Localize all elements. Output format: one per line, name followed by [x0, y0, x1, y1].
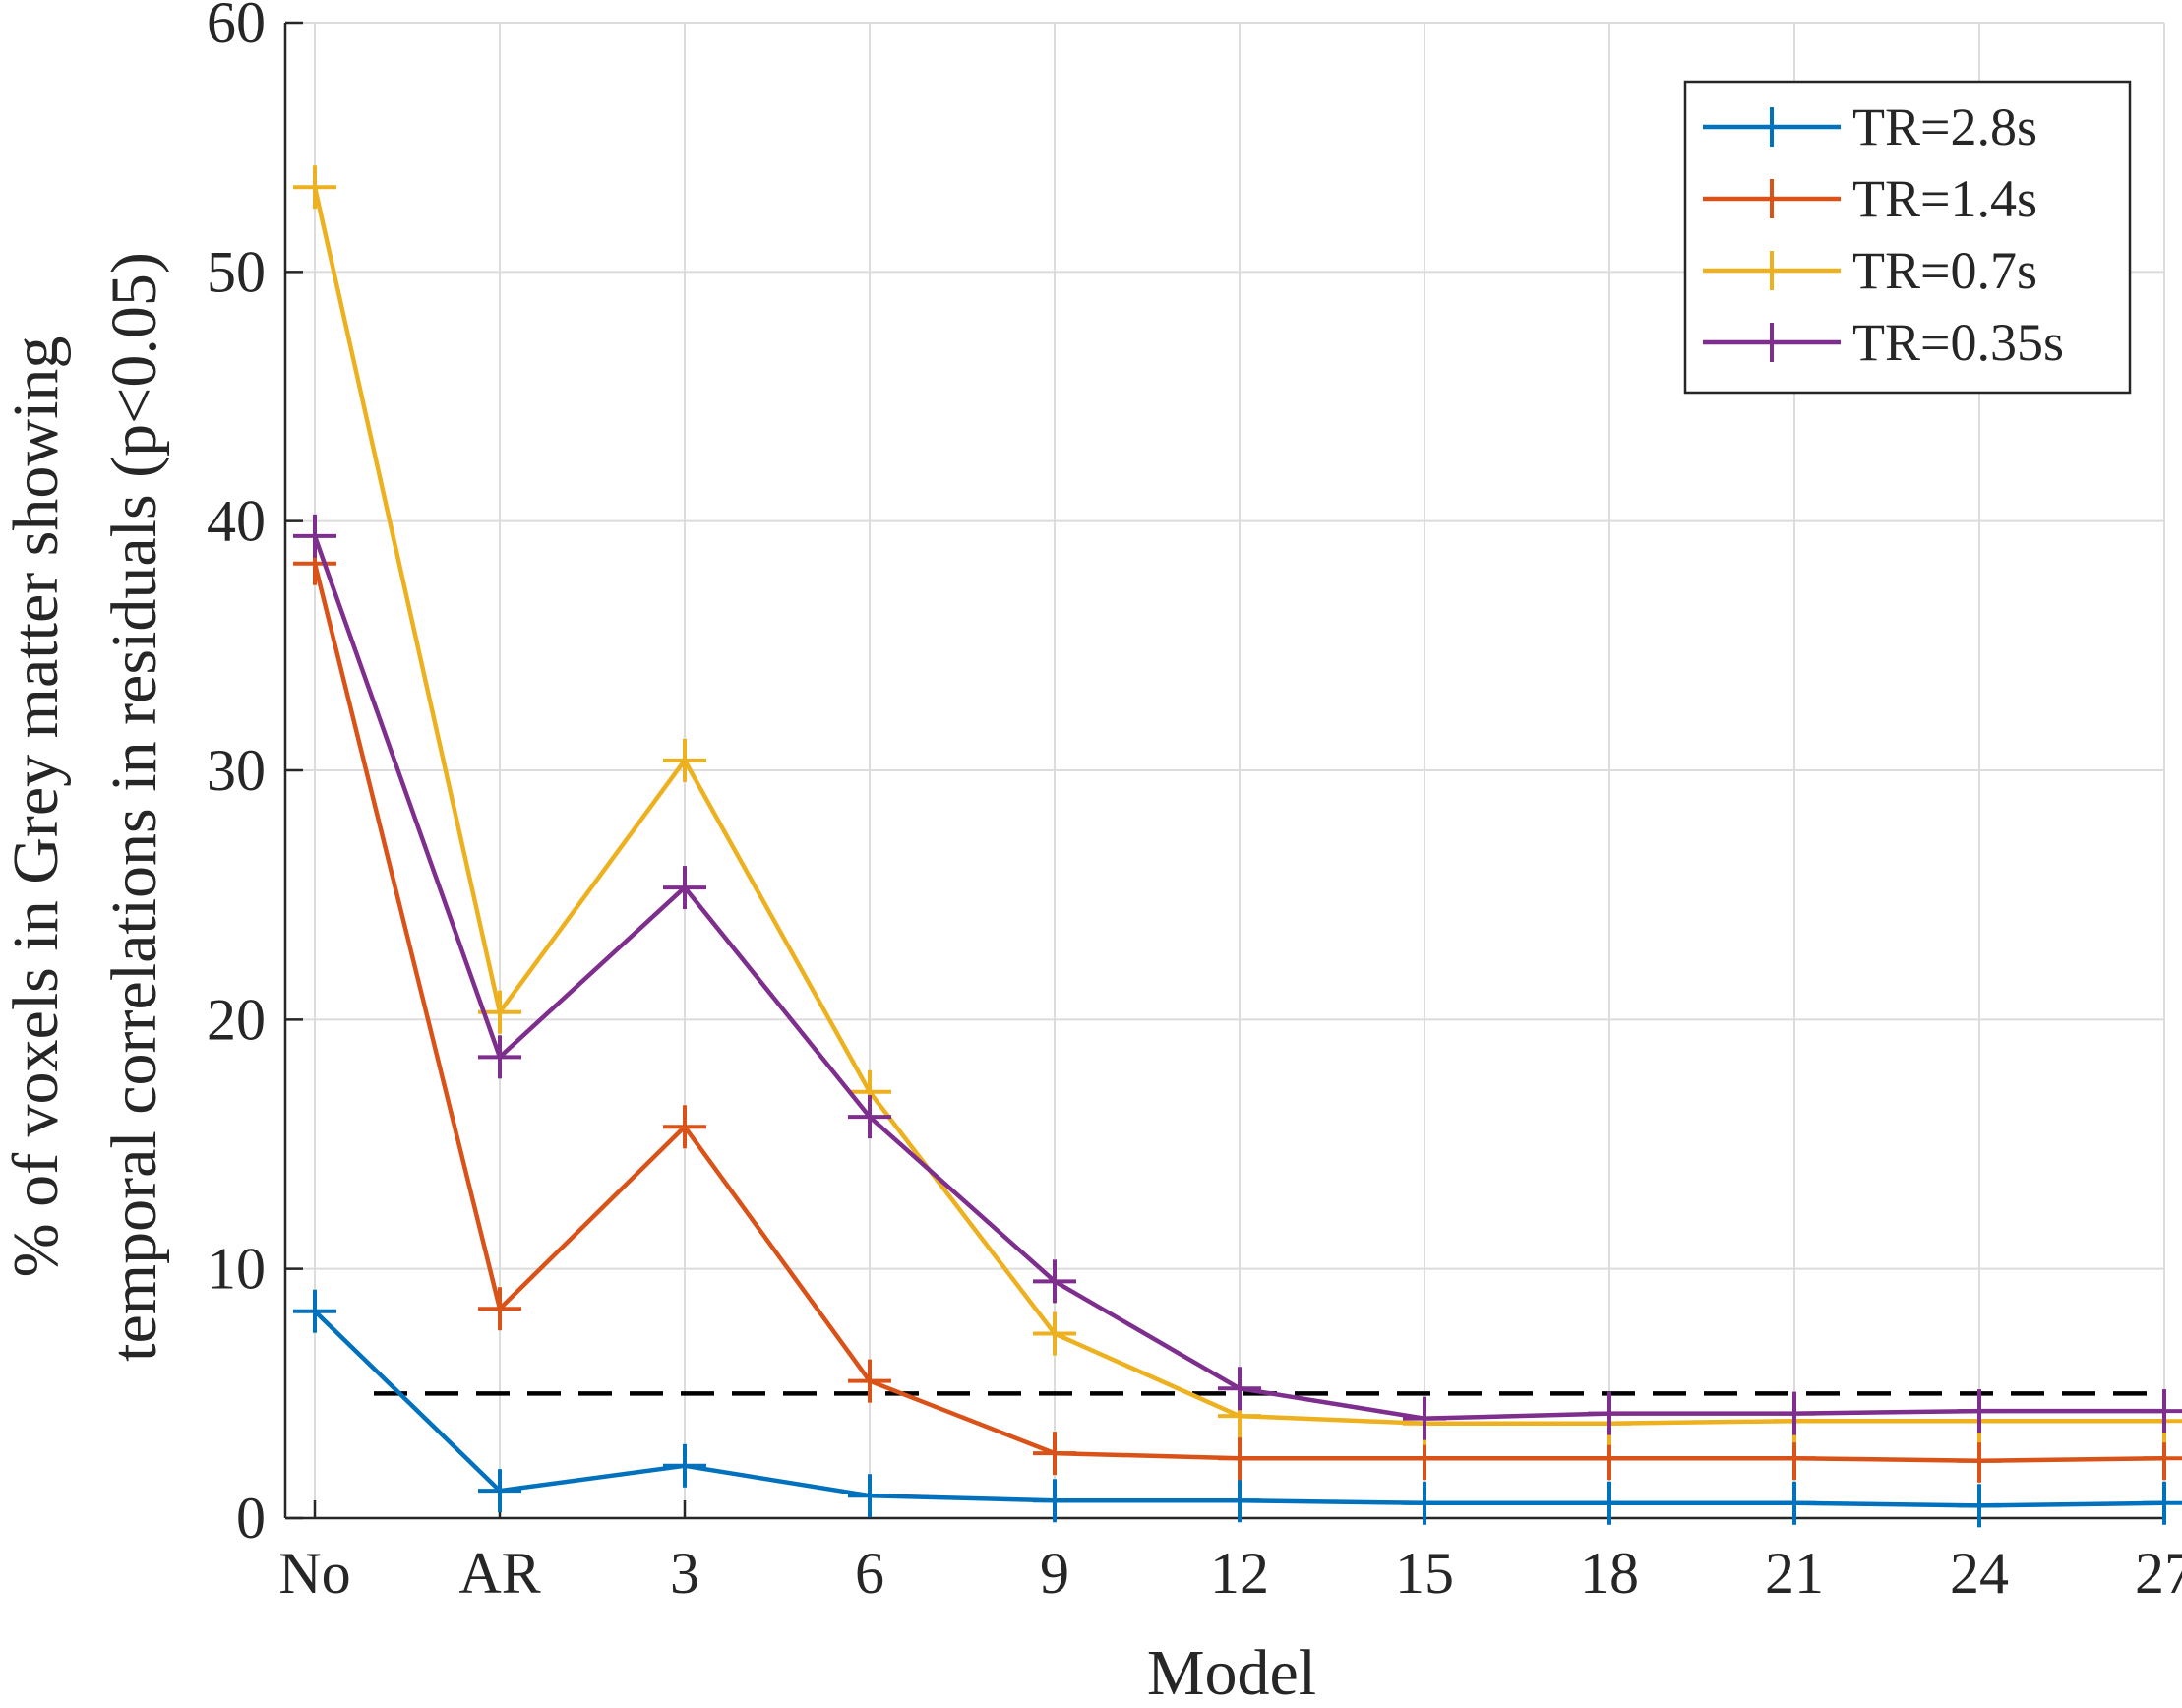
data-point-marker	[1218, 1479, 1261, 1523]
data-point-marker	[478, 1035, 521, 1079]
y-tick-label: 50	[207, 239, 266, 304]
x-tick-label: AR	[458, 1541, 540, 1606]
data-point-marker	[1218, 1436, 1261, 1481]
data-point-marker	[1773, 1391, 1816, 1435]
x-tick-label: 12	[1210, 1541, 1269, 1606]
x-tick-label: 6	[855, 1541, 884, 1606]
x-tick-label: 3	[670, 1541, 699, 1606]
data-point-marker	[663, 1443, 706, 1488]
data-point-marker	[663, 866, 706, 910]
legend-item: TR=2.8s	[1703, 97, 2037, 156]
y-tick-label: 20	[207, 987, 266, 1052]
legend-label: TR=0.7s	[1852, 241, 2037, 300]
y-axis-title-line-1: % of voxels in Grey matter showing	[0, 336, 72, 1278]
legend-item: TR=1.4s	[1703, 169, 2037, 228]
data-point-marker	[1773, 1481, 1816, 1525]
data-point-marker	[2143, 1481, 2182, 1525]
x-tick-label: No	[278, 1541, 350, 1606]
data-point-marker	[1033, 1432, 1076, 1476]
data-point-marker	[1033, 1479, 1076, 1523]
data-point-marker	[663, 1105, 706, 1149]
data-point-marker	[2143, 1436, 2182, 1481]
legend-item: TR=0.35s	[1703, 313, 2064, 372]
data-point-marker	[1403, 1481, 1446, 1525]
series-TR=0.35s	[293, 514, 2182, 1440]
data-point-marker	[1403, 1396, 1446, 1440]
legend-label: TR=2.8s	[1852, 97, 2037, 156]
x-tick-label: 24	[1950, 1541, 2009, 1606]
x-tick-label: 21	[1765, 1541, 1824, 1606]
data-point-marker	[1218, 1367, 1261, 1411]
x-axis-title: Model	[1147, 1637, 1316, 1708]
y-tick-label: 30	[207, 738, 266, 803]
x-tick-label: 15	[1395, 1541, 1454, 1606]
y-axis-title-line-2: temporal correlations in residuals (p<0.…	[98, 252, 170, 1362]
data-point-marker	[478, 1287, 521, 1331]
y-tick-label: 40	[207, 489, 266, 554]
legend-item: TR=0.7s	[1703, 241, 2037, 300]
series-TR=2.8s	[293, 1289, 2182, 1528]
data-point-marker	[2143, 1389, 2182, 1434]
y-tick-label: 0	[236, 1486, 266, 1551]
data-point-marker	[293, 165, 336, 210]
data-point-marker	[478, 1469, 521, 1513]
x-tick-label: 27	[2135, 1541, 2182, 1606]
legend: TR=2.8s TR=1.4s TR=0.7s TR=0.35s	[1683, 80, 2132, 395]
data-point-marker	[848, 1359, 891, 1403]
data-point-marker	[848, 1095, 891, 1139]
series-TR=1.4s	[293, 541, 2182, 1483]
y-tick-label: 10	[207, 1237, 266, 1302]
data-point-marker	[293, 1289, 336, 1333]
data-point-marker	[1773, 1436, 1816, 1481]
tick-labels: 0 10 20 30 40 50 60 No AR 3 6 9 12 15 18 21 24 27	[207, 0, 2182, 1606]
data-point-marker	[293, 514, 336, 558]
data-point-marker	[1033, 1312, 1076, 1356]
data-point-marker	[848, 1474, 891, 1518]
x-tick-label: 9	[1040, 1541, 1069, 1606]
legend-label: TR=1.4s	[1852, 169, 2037, 228]
data-point-marker	[663, 738, 706, 782]
data-point-marker	[1958, 1438, 2001, 1483]
data-point-marker	[1033, 1259, 1076, 1304]
series-group	[293, 165, 2182, 1528]
data-point-marker	[1588, 1391, 1631, 1435]
legend-label: TR=0.35s	[1852, 313, 2064, 372]
y-tick-label: 60	[207, 0, 266, 55]
x-tick-label: 18	[1580, 1541, 1639, 1606]
data-point-marker	[1588, 1481, 1631, 1525]
data-point-marker	[1958, 1484, 2001, 1528]
data-point-marker	[1958, 1389, 2001, 1434]
